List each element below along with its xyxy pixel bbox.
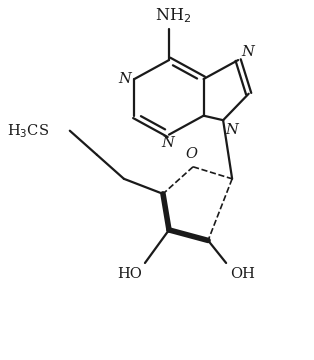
Text: N: N bbox=[118, 72, 131, 86]
Text: N: N bbox=[242, 45, 255, 59]
Text: H$_3$CS: H$_3$CS bbox=[7, 122, 49, 140]
Text: NH$_2$: NH$_2$ bbox=[155, 7, 192, 26]
Text: N: N bbox=[161, 136, 174, 150]
Text: HO: HO bbox=[117, 267, 142, 282]
Text: N: N bbox=[225, 123, 238, 137]
Text: O: O bbox=[186, 147, 198, 161]
Text: OH: OH bbox=[230, 267, 255, 282]
